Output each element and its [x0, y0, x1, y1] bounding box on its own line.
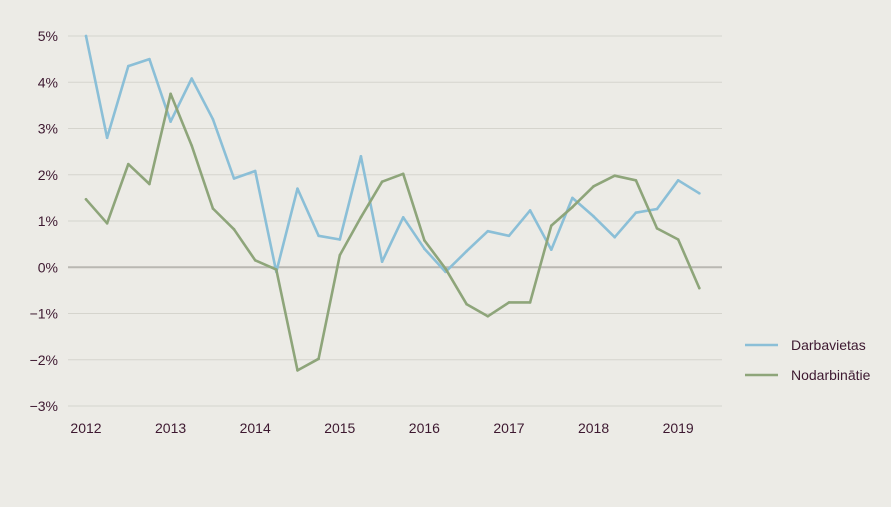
x-tick-label: 2017 [493, 420, 524, 436]
data-point [592, 215, 595, 218]
x-tick-label: 2016 [409, 420, 440, 436]
series-lines [84, 34, 701, 372]
data-point [655, 227, 659, 230]
series-line-darbavietas [84, 34, 701, 274]
legend-label: Darbavietas [791, 337, 866, 353]
data-point [634, 179, 638, 182]
y-tick-label: 0% [38, 259, 58, 275]
data-point [253, 169, 257, 173]
data-point [592, 185, 595, 188]
x-tick-label: 2013 [155, 420, 186, 436]
data-point [549, 224, 553, 227]
data-point [401, 172, 405, 176]
data-point [84, 34, 88, 38]
legend: Darbavietas Nodarbinātie [745, 337, 871, 383]
data-point [359, 154, 363, 158]
data-point [613, 235, 617, 239]
data-point [698, 286, 701, 290]
data-point [507, 301, 511, 304]
data-point [169, 92, 172, 96]
y-tick-label: −1% [30, 306, 58, 322]
data-point [528, 209, 532, 212]
data-point [423, 247, 426, 251]
data-point [486, 229, 490, 233]
data-point [698, 191, 701, 195]
y-tick-label: 4% [38, 74, 58, 90]
data-point [507, 234, 511, 238]
y-axis-tick-labels: 5% 4% 3% 2% 1% 0% −1% −2% −3% [30, 28, 58, 414]
data-point [317, 234, 320, 238]
data-point [126, 162, 130, 166]
data-point [571, 205, 574, 209]
gridlines [68, 35, 722, 407]
data-point [126, 64, 130, 68]
y-tick-label: −3% [30, 398, 58, 414]
data-point [676, 238, 680, 241]
data-point [465, 249, 468, 253]
legend-label: Nodarbinātie [791, 367, 871, 383]
data-point [211, 117, 215, 121]
y-tick-label: 5% [38, 28, 58, 44]
data-point [211, 207, 215, 210]
data-point [253, 259, 257, 262]
data-point [105, 222, 109, 225]
data-point [655, 207, 659, 211]
y-tick-label: 3% [38, 121, 58, 137]
y-tick-label: 1% [38, 213, 58, 229]
data-point [401, 216, 405, 219]
data-point [528, 301, 532, 304]
data-point [169, 120, 172, 123]
x-tick-label: 2018 [578, 420, 609, 436]
x-tick-label: 2015 [324, 420, 355, 436]
data-point [634, 211, 638, 214]
x-tick-label: 2014 [240, 420, 271, 436]
data-point [338, 253, 342, 257]
data-point [84, 197, 88, 201]
data-point [232, 177, 236, 180]
x-axis-tick-labels: 2012 2013 2014 2015 2016 2017 2018 2019 [70, 420, 694, 436]
data-point [571, 196, 574, 200]
x-tick-label: 2019 [663, 420, 694, 436]
data-point [105, 136, 109, 140]
data-point [275, 268, 278, 271]
data-point [380, 180, 384, 183]
data-point [549, 248, 553, 251]
data-point [296, 187, 299, 190]
data-point [148, 182, 151, 186]
data-point [148, 57, 151, 61]
series-line-nodarbinātie [84, 92, 701, 372]
y-tick-label: −2% [30, 352, 58, 368]
x-tick-label: 2012 [70, 420, 101, 436]
data-point [190, 144, 194, 147]
data-point [613, 174, 617, 177]
data-point [317, 357, 320, 361]
data-point [676, 179, 680, 182]
data-point [296, 369, 299, 372]
y-tick-label: 2% [38, 167, 58, 183]
data-point [338, 238, 342, 241]
data-point [380, 260, 384, 264]
data-point [359, 216, 363, 219]
data-point [444, 267, 447, 270]
data-point [232, 228, 236, 231]
data-point [486, 314, 490, 318]
data-point [190, 77, 194, 80]
data-point [423, 239, 426, 242]
data-point [465, 302, 468, 306]
